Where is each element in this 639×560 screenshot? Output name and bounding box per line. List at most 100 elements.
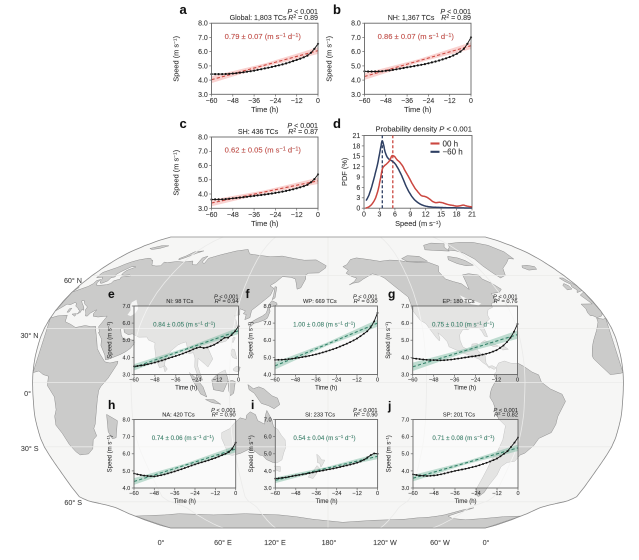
svg-text:120° W: 120° W — [373, 538, 397, 547]
svg-text:PDF (%): PDF (%) — [340, 158, 349, 186]
svg-text:Speed (m s−1): Speed (m s−1) — [247, 322, 255, 359]
svg-text:00 h: 00 h — [443, 139, 459, 148]
svg-text:P < 0.001: P < 0.001 — [493, 294, 518, 300]
svg-text:0: 0 — [516, 491, 519, 497]
svg-text:3.0: 3.0 — [351, 92, 361, 99]
svg-text:0: 0 — [376, 491, 379, 497]
svg-text:4.0: 4.0 — [401, 355, 409, 361]
svg-text:−24: −24 — [192, 378, 202, 384]
svg-text:Speed (m s−1): Speed (m s−1) — [106, 435, 114, 472]
svg-text:4.0: 4.0 — [351, 78, 361, 85]
svg-text:P < 0.001: P < 0.001 — [353, 408, 378, 414]
svg-text:5.0: 5.0 — [123, 469, 131, 475]
svg-text:−48: −48 — [227, 98, 239, 105]
svg-text:Time (h): Time (h) — [315, 499, 337, 505]
svg-text:5.0: 5.0 — [402, 452, 410, 458]
svg-text:R2 = 0.90: R2 = 0.90 — [212, 410, 236, 418]
svg-text:4.0: 4.0 — [198, 192, 208, 199]
svg-text:0.86 ± 0.07 (m s−1 d−1): 0.86 ± 0.07 (m s−1 d−1) — [378, 32, 455, 41]
svg-text:5.0: 5.0 — [401, 338, 409, 344]
svg-text:−24: −24 — [471, 491, 481, 497]
svg-text:P < 0.001: P < 0.001 — [287, 122, 318, 130]
svg-text:8.0: 8.0 — [198, 21, 208, 28]
svg-text:−24: −24 — [190, 491, 200, 497]
svg-text:6.0: 6.0 — [402, 435, 410, 441]
svg-text:−60: −60 — [129, 491, 139, 497]
svg-text:0.79 ± 0.07 (m s−1 d−1): 0.79 ± 0.07 (m s−1 d−1) — [225, 32, 302, 41]
svg-text:EP: 180 TCs: EP: 180 TCs — [443, 299, 475, 305]
svg-text:NA: 420 TCs: NA: 420 TCs — [162, 413, 195, 419]
svg-text:−12: −12 — [211, 491, 221, 497]
svg-text:5.0: 5.0 — [264, 355, 272, 361]
svg-text:−12: −12 — [492, 378, 502, 384]
svg-text:P < 0.001: P < 0.001 — [440, 8, 471, 16]
svg-text:−60: −60 — [129, 378, 139, 384]
svg-text:7.0: 7.0 — [198, 35, 208, 42]
svg-text:4.0: 4.0 — [264, 469, 272, 475]
svg-text:−60 h: −60 h — [443, 148, 463, 157]
svg-text:60° W: 60° W — [430, 538, 450, 547]
svg-text:0: 0 — [469, 98, 473, 105]
svg-text:0.74 ± 0.06 (m s−1 d−1): 0.74 ± 0.06 (m s−1 d−1) — [152, 434, 214, 442]
svg-text:60° E: 60° E — [214, 538, 232, 547]
svg-text:18: 18 — [453, 212, 461, 219]
svg-text:0.84 ± 0.05 (m s−1 d−1): 0.84 ± 0.05 (m s−1 d−1) — [153, 321, 215, 329]
svg-text:0.75 ± 0.10 (m s−1 d−1): 0.75 ± 0.10 (m s−1 d−1) — [432, 321, 494, 329]
svg-text:j: j — [387, 399, 391, 413]
svg-text:Time (h): Time (h) — [175, 385, 197, 391]
svg-text:9: 9 — [356, 174, 360, 181]
svg-text:−36: −36 — [248, 98, 260, 105]
svg-text:−24: −24 — [269, 98, 281, 105]
svg-text:Time (h): Time (h) — [251, 219, 278, 228]
svg-text:Time (h): Time (h) — [174, 499, 196, 505]
svg-text:−12: −12 — [444, 98, 456, 105]
svg-text:4.0: 4.0 — [402, 469, 410, 475]
svg-text:Time (h): Time (h) — [315, 385, 337, 391]
svg-text:g: g — [388, 287, 395, 301]
svg-text:0.71 ± 0.08 (m s−1 d−1): 0.71 ± 0.08 (m s−1 d−1) — [432, 434, 494, 442]
svg-text:−48: −48 — [150, 378, 160, 384]
svg-text:8.0: 8.0 — [123, 418, 131, 424]
svg-text:−60: −60 — [271, 491, 281, 497]
svg-text:Speed (m s−1): Speed (m s−1) — [106, 322, 114, 359]
svg-text:i: i — [251, 398, 254, 412]
svg-text:−48: −48 — [380, 98, 392, 105]
svg-text:0°: 0° — [24, 389, 31, 398]
svg-text:5.0: 5.0 — [351, 63, 361, 70]
svg-text:−12: −12 — [352, 491, 362, 497]
svg-text:3.0: 3.0 — [198, 206, 208, 213]
svg-text:−24: −24 — [471, 378, 481, 384]
svg-text:Time (h): Time (h) — [454, 499, 476, 505]
svg-text:Speed (m s−1): Speed (m s−1) — [172, 36, 181, 82]
svg-text:SH: 436 TCs: SH: 436 TCs — [238, 128, 279, 136]
svg-text:6.0: 6.0 — [198, 163, 208, 170]
svg-text:180°: 180° — [322, 538, 337, 547]
svg-text:Speed (m s−1): Speed (m s−1) — [325, 36, 334, 82]
svg-text:0: 0 — [356, 206, 360, 213]
svg-text:0: 0 — [516, 378, 519, 384]
svg-text:6.0: 6.0 — [401, 321, 409, 327]
svg-text:Time (h): Time (h) — [454, 385, 476, 391]
svg-text:8.0: 8.0 — [198, 134, 208, 141]
svg-text:−48: −48 — [291, 491, 301, 497]
svg-text:−60: −60 — [270, 378, 280, 384]
svg-text:6.0: 6.0 — [264, 435, 272, 441]
svg-text:0°: 0° — [158, 538, 165, 547]
svg-text:b: b — [333, 2, 341, 17]
svg-text:Global: 1,803 TCs: Global: 1,803 TCs — [230, 14, 287, 22]
svg-text:1.00 ± 0.08 (m s−1 d−1): 1.00 ± 0.08 (m s−1 d−1) — [293, 321, 355, 329]
svg-text:60° N: 60° N — [64, 276, 82, 285]
svg-text:18: 18 — [353, 143, 361, 150]
svg-text:P < 0.001: P < 0.001 — [211, 408, 236, 414]
svg-text:−12: −12 — [492, 491, 502, 497]
svg-text:9: 9 — [408, 212, 412, 219]
svg-text:0.62 ± 0.05 (m s−1 d−1): 0.62 ± 0.05 (m s−1 d−1) — [225, 146, 302, 155]
svg-text:Speed (m s−1): Speed (m s−1) — [385, 435, 393, 472]
svg-text:NI: 98 TCs: NI: 98 TCs — [166, 299, 193, 305]
svg-text:R2 = 0.94: R2 = 0.94 — [215, 297, 239, 305]
svg-text:R2 = 0.82: R2 = 0.82 — [494, 410, 518, 418]
svg-text:21: 21 — [353, 133, 361, 140]
svg-text:7.0: 7.0 — [351, 35, 361, 42]
svg-text:5.0: 5.0 — [123, 338, 131, 344]
svg-text:6.0: 6.0 — [123, 452, 131, 458]
